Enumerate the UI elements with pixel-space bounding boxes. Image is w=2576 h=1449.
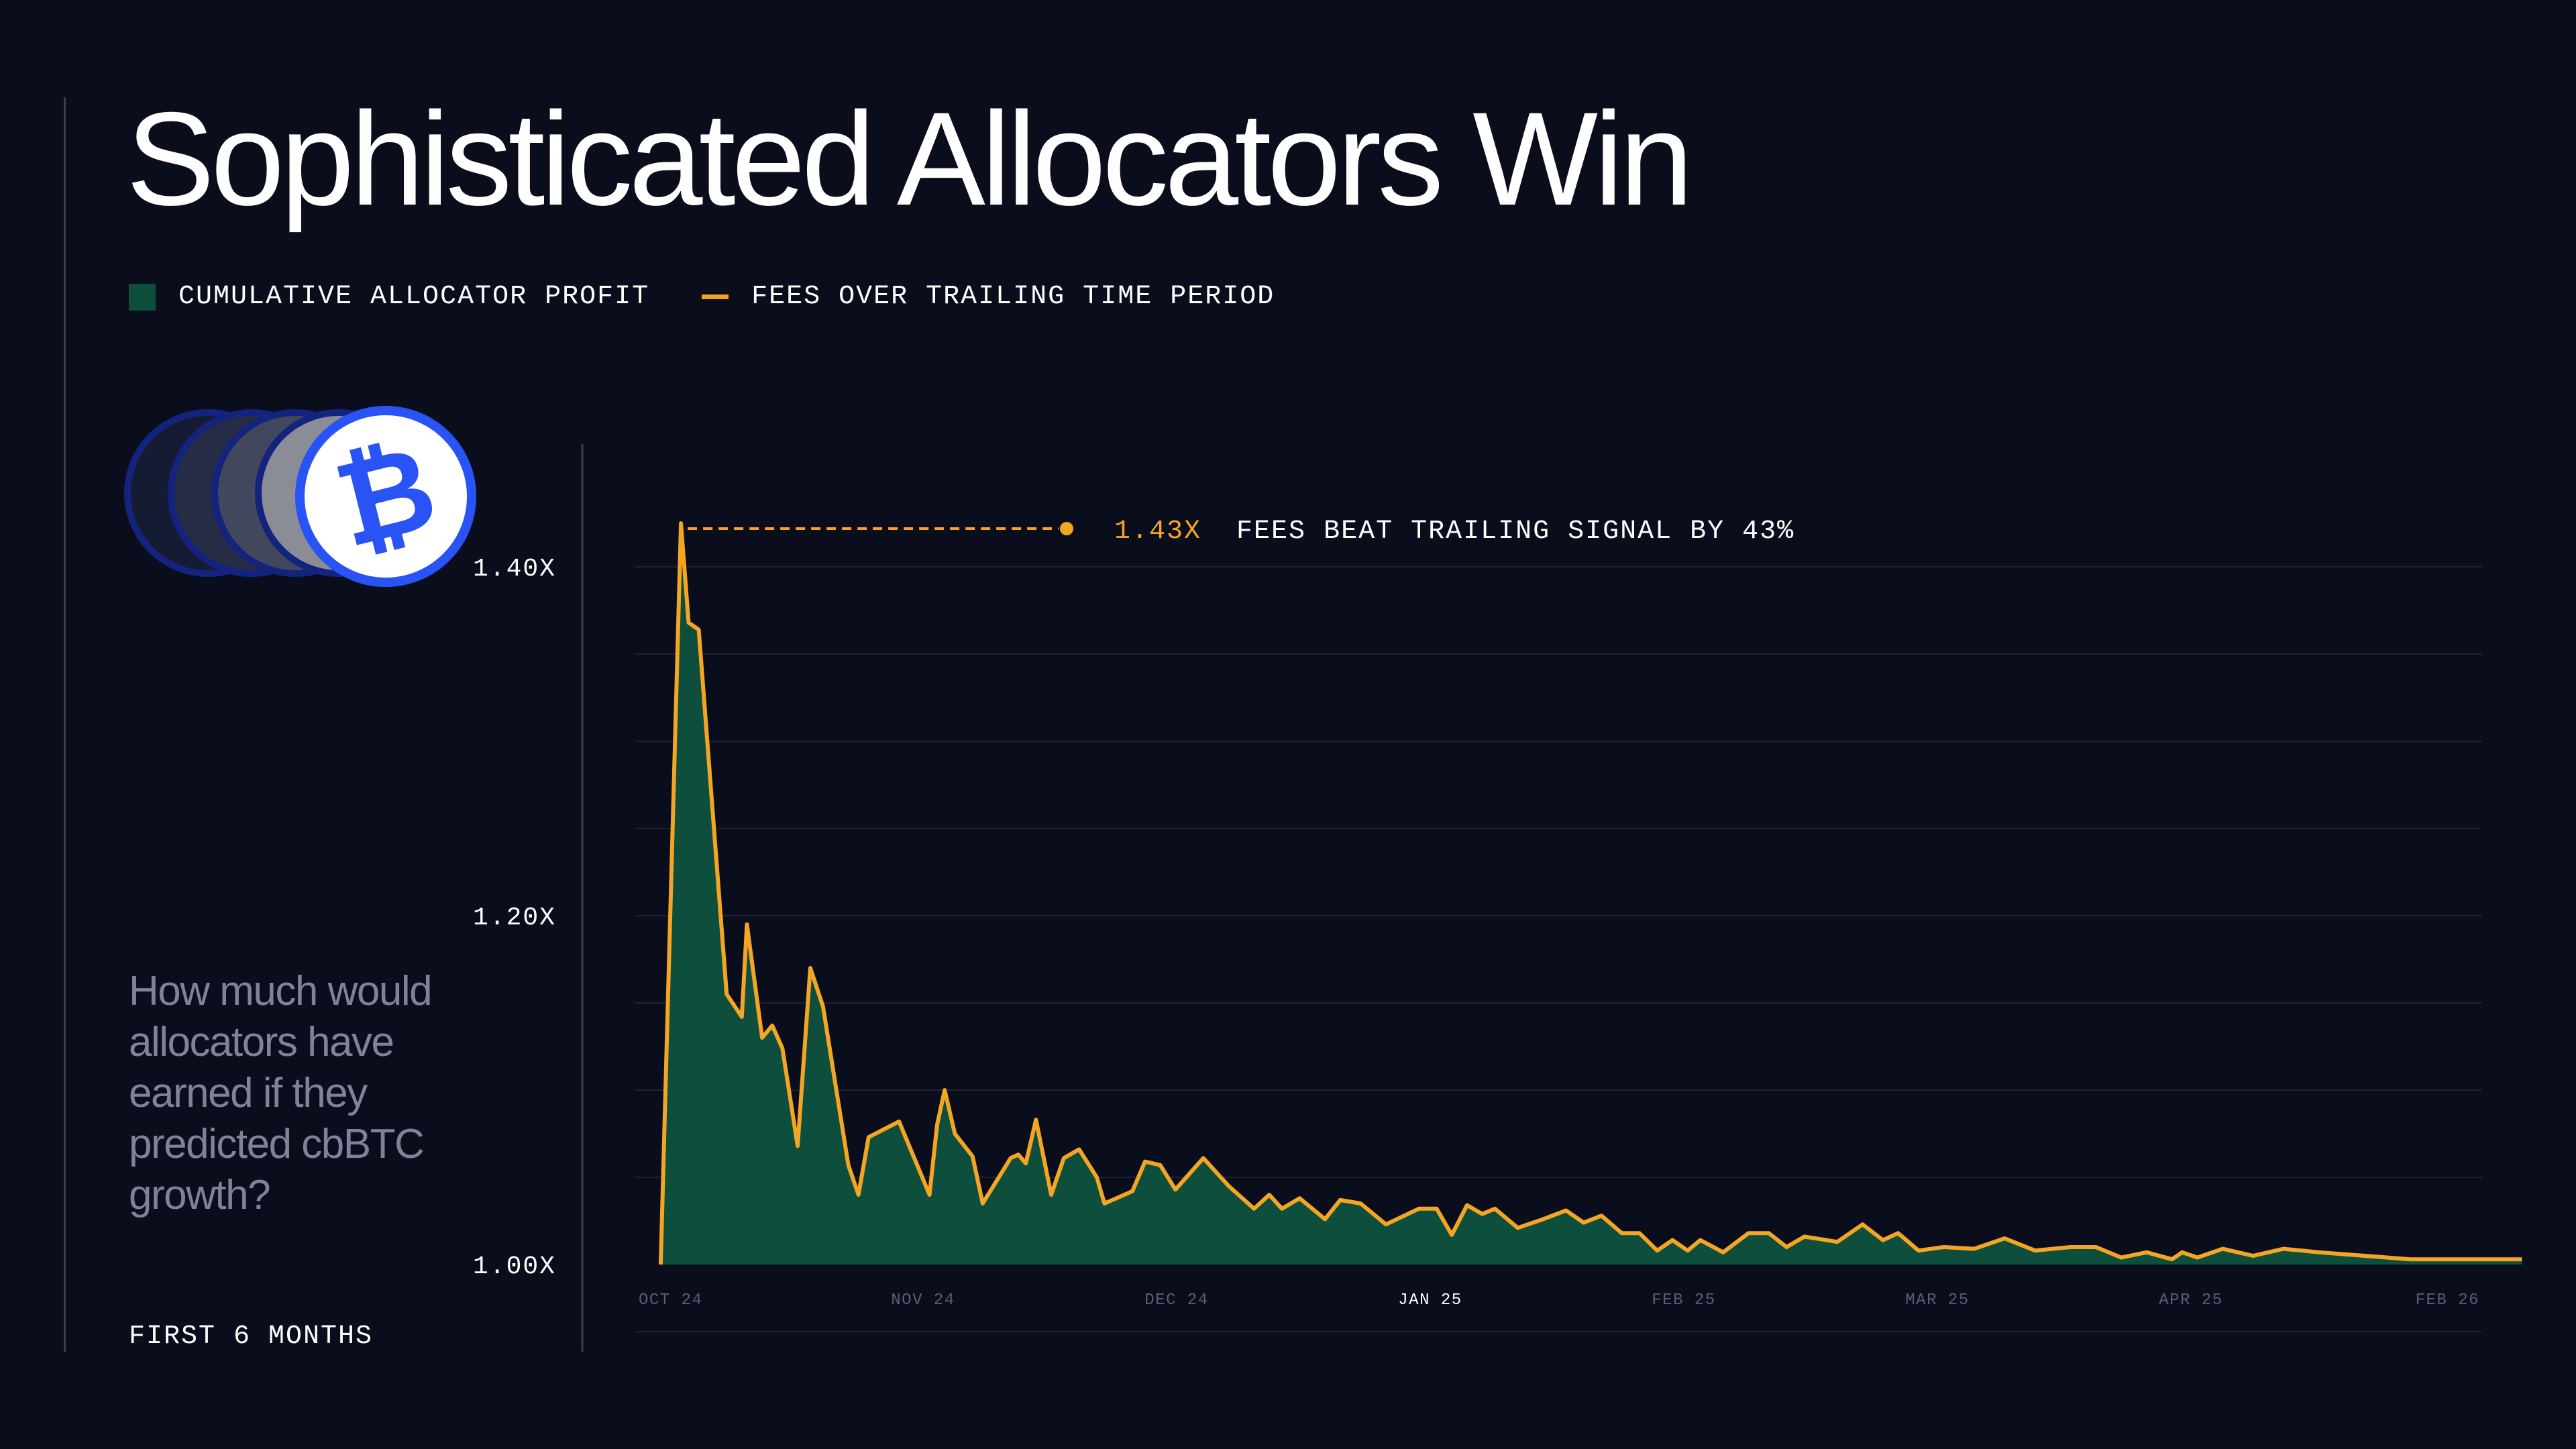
annotation-marker (1060, 522, 1073, 535)
x-tick-label-0: OCT 24 (639, 1291, 702, 1309)
legend-item-fees: FEES OVER TRAILING TIME PERIOD (702, 282, 1275, 312)
legend-item-profit: CUMULATIVE ALLOCATOR PROFIT (129, 282, 649, 312)
left-divider (64, 97, 66, 1352)
x-tick-label-7: FEB 26 (2416, 1291, 2479, 1309)
annotation-label: 1.43X FEES BEAT TRAILING SIGNAL BY 43% (1114, 517, 1794, 547)
x-tick-label-4: FEB 25 (1652, 1291, 1715, 1309)
y-tick-label-0: 1.00X (473, 1252, 556, 1281)
x-tick-label-5: MAR 25 (1905, 1291, 1969, 1309)
chart-legend: CUMULATIVE ALLOCATOR PROFIT FEES OVER TR… (129, 282, 1327, 312)
legend-label-profit: CUMULATIVE ALLOCATOR PROFIT (178, 282, 650, 312)
x-tick-label-1: NOV 24 (891, 1291, 955, 1309)
x-tick-label-3: JAN 25 (1398, 1291, 1462, 1309)
page-title: Sophisticated Allocators Win (126, 85, 1693, 233)
profit-area-series-0 (660, 523, 2522, 1265)
chart-question: How much would allocators have earned if… (129, 968, 433, 1218)
legend-swatch-fees (702, 294, 729, 299)
fees-line-series-0 (658, 521, 2522, 1265)
y-tick-label-2: 1.40X (473, 555, 556, 584)
legend-swatch-profit (129, 283, 156, 311)
x-tick-label-2: DEC 24 (1144, 1291, 1208, 1309)
annotation-text: FEES BEAT TRAILING SIGNAL BY 43% (1236, 517, 1794, 547)
period-label: FIRST 6 MONTHS (129, 1322, 374, 1352)
legend-label-fees: FEES OVER TRAILING TIME PERIOD (751, 282, 1275, 312)
y-tick-label-1: 1.20X (473, 904, 556, 932)
x-tick-label-6: APR 25 (2159, 1291, 2222, 1309)
annotation-value: 1.43X (1114, 517, 1201, 547)
bitcoin-coin-stack: ₿ (117, 402, 480, 597)
